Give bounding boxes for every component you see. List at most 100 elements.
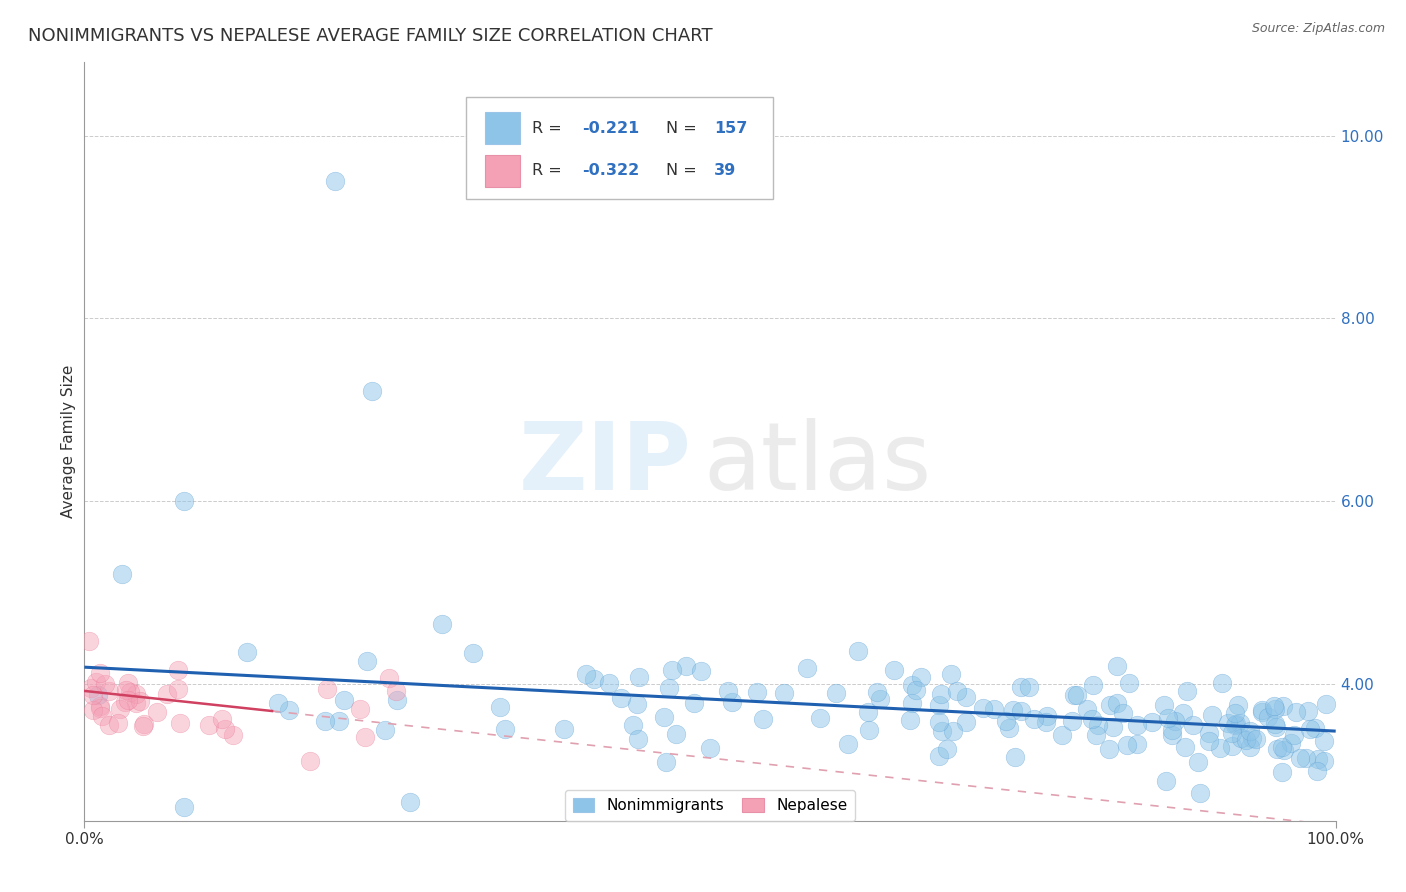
Text: NONIMMIGRANTS VS NEPALESE AVERAGE FAMILY SIZE CORRELATION CHART: NONIMMIGRANTS VS NEPALESE AVERAGE FAMILY…	[28, 27, 713, 45]
Point	[378, 671, 401, 685]
Point	[1076, 702, 1098, 716]
Point	[1010, 681, 1032, 695]
Point	[1024, 712, 1046, 726]
Point	[1315, 697, 1337, 711]
Point	[928, 749, 950, 764]
Point	[1265, 741, 1288, 756]
Point	[928, 714, 950, 729]
Point	[1099, 698, 1122, 712]
Point	[117, 693, 139, 707]
Point	[898, 714, 921, 728]
Point	[463, 646, 485, 660]
Point	[173, 800, 195, 814]
Point	[929, 687, 952, 701]
Point	[856, 705, 879, 719]
Point	[942, 724, 965, 739]
Point	[1250, 705, 1272, 719]
Point	[89, 698, 111, 713]
Point	[198, 717, 221, 731]
Point	[132, 718, 155, 732]
Point	[214, 722, 236, 736]
Point	[1173, 706, 1195, 720]
Point	[1239, 723, 1261, 738]
Point	[1201, 708, 1223, 723]
Point	[385, 683, 408, 698]
Point	[385, 693, 408, 707]
Point	[1312, 734, 1334, 748]
Point	[846, 644, 869, 658]
Point	[553, 723, 575, 737]
Point	[323, 174, 346, 188]
Point	[114, 695, 136, 709]
Point	[87, 688, 110, 702]
Point	[298, 754, 321, 768]
Point	[125, 696, 148, 710]
Point	[1223, 706, 1246, 720]
Point	[1004, 750, 1026, 764]
Point	[1264, 702, 1286, 716]
Point	[983, 702, 1005, 716]
Point	[1153, 698, 1175, 713]
Point	[1182, 718, 1205, 732]
Point	[354, 730, 377, 744]
Point	[583, 672, 606, 686]
Point	[1188, 786, 1211, 800]
Point	[114, 683, 136, 698]
Point	[652, 710, 675, 724]
Point	[1240, 731, 1263, 745]
Point	[621, 718, 644, 732]
Text: ZIP: ZIP	[519, 418, 692, 510]
Point	[901, 696, 924, 710]
Point	[94, 677, 117, 691]
Point	[1001, 703, 1024, 717]
Text: -0.322: -0.322	[582, 163, 640, 178]
Point	[1225, 717, 1247, 731]
Point	[128, 693, 150, 707]
FancyBboxPatch shape	[485, 112, 520, 145]
Point	[939, 666, 962, 681]
Point	[910, 670, 932, 684]
Point	[1010, 704, 1032, 718]
Point	[1157, 711, 1180, 725]
Point	[1154, 773, 1177, 788]
Text: 157: 157	[714, 121, 747, 136]
Point	[1098, 742, 1121, 756]
Point	[108, 702, 131, 716]
Point	[211, 712, 233, 726]
Point	[1285, 705, 1308, 719]
Point	[609, 691, 631, 706]
Point	[837, 738, 859, 752]
Text: atlas: atlas	[704, 418, 932, 510]
Point	[627, 731, 650, 746]
Point	[1303, 721, 1326, 735]
Point	[995, 714, 1018, 728]
Point	[1066, 688, 1088, 702]
Text: N =: N =	[666, 163, 702, 178]
Point	[745, 685, 768, 699]
Point	[1264, 716, 1286, 731]
Point	[1018, 681, 1040, 695]
Point	[1244, 731, 1267, 746]
FancyBboxPatch shape	[485, 155, 520, 186]
Point	[1050, 728, 1073, 742]
Point	[1116, 739, 1139, 753]
Point	[91, 709, 114, 723]
Point	[134, 717, 156, 731]
Point	[1223, 718, 1246, 732]
Point	[931, 724, 953, 739]
Point	[236, 645, 259, 659]
Point	[1271, 740, 1294, 755]
Point	[1282, 728, 1305, 742]
Point	[1272, 698, 1295, 713]
Point	[333, 692, 356, 706]
Point	[169, 715, 191, 730]
Point	[222, 728, 245, 742]
Text: R =: R =	[533, 121, 567, 136]
Point	[118, 685, 141, 699]
Point	[720, 695, 742, 709]
Point	[1234, 733, 1257, 747]
Point	[675, 658, 697, 673]
Point	[1306, 764, 1329, 779]
Point	[488, 700, 510, 714]
Point	[1087, 717, 1109, 731]
